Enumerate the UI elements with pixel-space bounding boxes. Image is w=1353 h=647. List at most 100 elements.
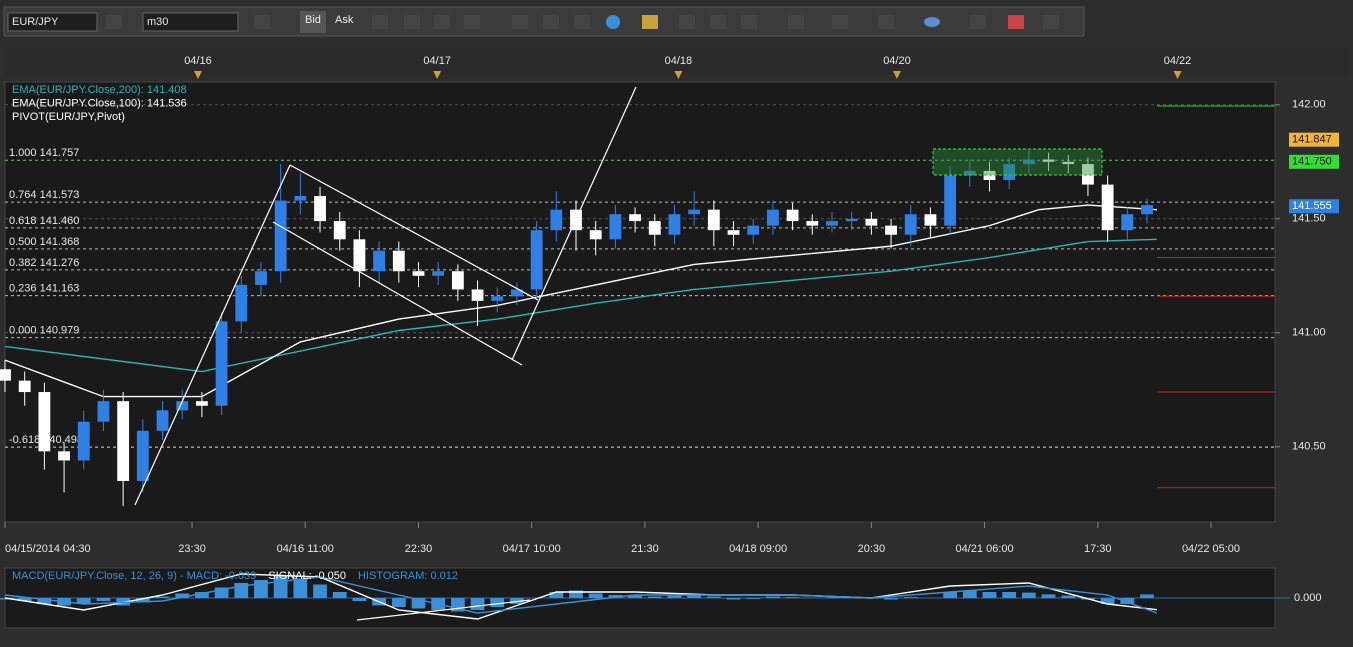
candle-body bbox=[294, 195, 307, 201]
icon[interactable] bbox=[1008, 15, 1024, 29]
icon[interactable] bbox=[788, 15, 804, 29]
date-marker bbox=[1173, 71, 1182, 79]
icon[interactable] bbox=[464, 15, 480, 29]
histogram-bar bbox=[332, 592, 347, 598]
histogram-bar bbox=[647, 596, 662, 598]
candle-body bbox=[688, 209, 701, 215]
candle-body bbox=[136, 430, 149, 481]
histogram-bar bbox=[470, 598, 485, 610]
histogram-bar bbox=[96, 598, 111, 601]
candle-body bbox=[373, 250, 386, 272]
icon[interactable] bbox=[372, 15, 388, 29]
date-marker bbox=[674, 71, 683, 79]
candle-body bbox=[195, 401, 208, 406]
icon[interactable] bbox=[434, 15, 450, 29]
candle-body bbox=[707, 209, 720, 231]
histogram-bar bbox=[155, 596, 170, 598]
candle-body bbox=[1121, 214, 1134, 231]
histogram-bar bbox=[391, 598, 406, 607]
icon[interactable] bbox=[970, 15, 986, 29]
candle-body bbox=[865, 218, 878, 226]
y-tick-label: 142.00 bbox=[1292, 99, 1326, 111]
trend-line bbox=[511, 86, 637, 361]
candle-body bbox=[589, 230, 602, 240]
icon[interactable] bbox=[679, 15, 695, 29]
symbol-select[interactable] bbox=[7, 12, 98, 32]
candle-body bbox=[274, 200, 287, 272]
indicator-line bbox=[4, 573, 1157, 620]
candle-body bbox=[333, 221, 346, 240]
bid-button[interactable] bbox=[300, 11, 326, 33]
fib-label: 0.236 141.163 bbox=[9, 283, 79, 295]
y-tick-label: 0.000 bbox=[1294, 592, 1322, 604]
candle-body bbox=[1003, 164, 1016, 181]
icon[interactable] bbox=[924, 17, 940, 27]
symbol: EUR/JPY bbox=[12, 16, 59, 28]
candle-body bbox=[451, 271, 464, 290]
drawings bbox=[134, 86, 1103, 621]
histogram-bar bbox=[17, 598, 32, 601]
histogram-bar bbox=[766, 596, 780, 598]
candle-body bbox=[392, 250, 405, 272]
icon[interactable] bbox=[543, 15, 559, 29]
histogram-bar bbox=[1041, 594, 1056, 598]
icon[interactable] bbox=[878, 15, 894, 29]
histogram-bar bbox=[608, 595, 623, 598]
y-tick-label: 141.00 bbox=[1292, 327, 1326, 339]
x-tick-label: 04/22 05:00 bbox=[1182, 543, 1240, 555]
channel-line bbox=[289, 164, 539, 301]
fib-label: 0.618 141.460 bbox=[9, 215, 79, 227]
x-tick-label: 04/18 09:00 bbox=[729, 543, 787, 555]
icon[interactable] bbox=[832, 15, 848, 29]
histogram-bar bbox=[588, 593, 603, 598]
fib-label: 1.000 141.757 bbox=[9, 147, 79, 159]
icon[interactable] bbox=[574, 15, 590, 29]
histogram-bar bbox=[746, 598, 761, 599]
icon[interactable] bbox=[1043, 15, 1059, 29]
ask[interactable]: Ask bbox=[335, 14, 354, 26]
histogram-bar bbox=[1021, 592, 1036, 598]
price-tag bbox=[1289, 132, 1339, 147]
x-tick-label: 21:30 bbox=[631, 543, 659, 555]
histogram-bar bbox=[313, 584, 327, 598]
trend-line bbox=[134, 164, 291, 506]
icon[interactable] bbox=[606, 15, 620, 29]
x-tick-label: 17:30 bbox=[1084, 543, 1112, 555]
candle-body bbox=[255, 271, 267, 285]
candle-body bbox=[353, 239, 366, 272]
top-date-label: 04/22 bbox=[1164, 55, 1192, 67]
timeframe-select[interactable] bbox=[142, 12, 239, 32]
price-tag-label: 141.847 bbox=[1292, 134, 1332, 146]
histogram-bar bbox=[549, 592, 564, 598]
icon[interactable] bbox=[642, 15, 658, 29]
x-tick-label: 20:30 bbox=[858, 543, 886, 555]
icon[interactable] bbox=[404, 15, 420, 29]
icon[interactable] bbox=[741, 15, 757, 29]
price-tag-label: 141.555 bbox=[1292, 200, 1332, 212]
histogram-bar bbox=[293, 578, 308, 598]
x-tick-label: 23:30 bbox=[178, 543, 206, 555]
indicator-line bbox=[4, 576, 1158, 614]
divergence-line bbox=[356, 599, 531, 621]
histogram-bar bbox=[37, 598, 52, 604]
candle-body bbox=[511, 289, 523, 297]
histogram-bar bbox=[726, 598, 741, 600]
icon[interactable] bbox=[106, 15, 122, 29]
candle-body bbox=[235, 284, 248, 322]
histogram-bar bbox=[195, 592, 209, 598]
histogram-bar bbox=[903, 597, 918, 598]
histogram-bar bbox=[884, 598, 898, 600]
price-tag bbox=[1289, 154, 1339, 169]
icon[interactable] bbox=[710, 15, 726, 29]
histogram-bar bbox=[628, 595, 642, 598]
legend-entry: EMA(EUR/JPY.Close,200): 141.408 bbox=[12, 84, 187, 96]
icon[interactable] bbox=[512, 15, 528, 29]
candle-body bbox=[77, 421, 90, 461]
price-tag-label: 141.750 bbox=[1292, 156, 1332, 168]
histogram-bar bbox=[982, 592, 997, 598]
candle-body bbox=[924, 214, 937, 226]
date-marker bbox=[892, 71, 901, 79]
icon[interactable] bbox=[254, 15, 270, 29]
candle-body bbox=[609, 214, 622, 240]
candle-body bbox=[885, 225, 897, 235]
